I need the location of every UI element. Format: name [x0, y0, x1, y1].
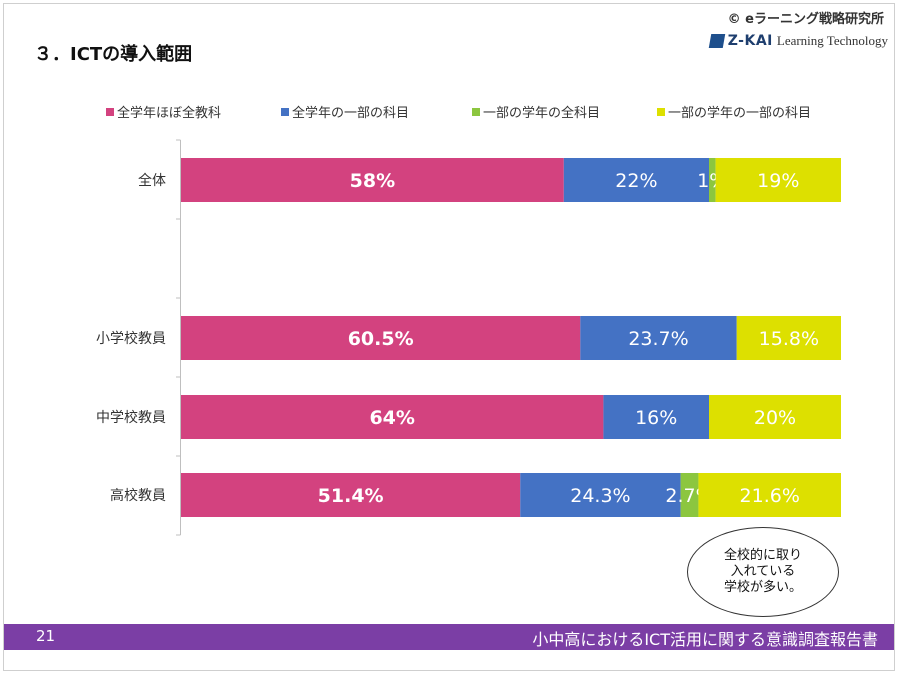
- data-label: 24.3%: [570, 485, 630, 507]
- bar-segment: [563, 158, 709, 202]
- data-label: 51.4%: [318, 485, 384, 507]
- bar-segment: [181, 473, 521, 517]
- bar-segment: [520, 473, 681, 517]
- data-label: 16%: [635, 407, 677, 429]
- callout-ellipse: 全校的に取り 入れている 学校が多い。: [687, 527, 839, 617]
- data-label: 64%: [369, 407, 414, 429]
- footer-bar: 21 小中高におけるICT活用に関する意識調査報告書: [4, 624, 894, 650]
- copyright-text: © eラーニング戦略研究所: [727, 12, 884, 27]
- slide-title: ３．ICTの導入範囲: [34, 44, 193, 65]
- bar-segment: [709, 395, 841, 439]
- bar-segment: [709, 158, 716, 202]
- legend-swatch: [472, 108, 480, 116]
- legend-label: 全学年の一部の科目: [292, 105, 409, 121]
- data-label: 22%: [615, 170, 657, 192]
- data-label: 58%: [350, 170, 395, 192]
- report-title: 小中高におけるICT活用に関する意識調査報告書: [532, 630, 878, 649]
- legend-swatch: [281, 108, 289, 116]
- legend-swatch: [657, 108, 665, 116]
- bar-segment: [698, 473, 841, 517]
- data-label: 23.7%: [628, 328, 688, 350]
- legend-label: 一部の学年の全科目: [483, 105, 600, 121]
- data-label: 15.8%: [759, 328, 819, 350]
- data-label: 60.5%: [348, 328, 414, 350]
- category-label: 小学校教員: [96, 330, 166, 347]
- data-label: 21.6%: [740, 485, 800, 507]
- page-number: 21: [36, 627, 56, 645]
- bar-segment: [580, 316, 737, 360]
- bar-segment: [736, 316, 841, 360]
- data-label: 20%: [754, 407, 796, 429]
- bar-segment: [715, 158, 841, 202]
- bar-segment: [680, 473, 699, 517]
- data-label: 19%: [757, 170, 799, 192]
- brand-name: Z-KAI: [727, 33, 773, 49]
- callout-text: 全校的に取り 入れている 学校が多い。: [723, 548, 802, 595]
- legend-swatch: [106, 108, 114, 116]
- legend-label: 全学年ほぼ全教科: [117, 105, 221, 121]
- category-label: 中学校教員: [96, 409, 166, 426]
- bar-segment: [181, 316, 581, 360]
- category-label: 高校教員: [110, 487, 166, 504]
- category-label: 全体: [138, 172, 166, 189]
- brand-subtitle: Learning Technology: [776, 33, 888, 48]
- slide-frame: [3, 3, 895, 671]
- bar-segment: [181, 395, 604, 439]
- bar-segment: [603, 395, 709, 439]
- legend-label: 一部の学年の一部の科目: [668, 105, 811, 121]
- brand-logo: Z-KAI Learning Technology: [708, 33, 888, 49]
- bar-segment: [181, 158, 564, 202]
